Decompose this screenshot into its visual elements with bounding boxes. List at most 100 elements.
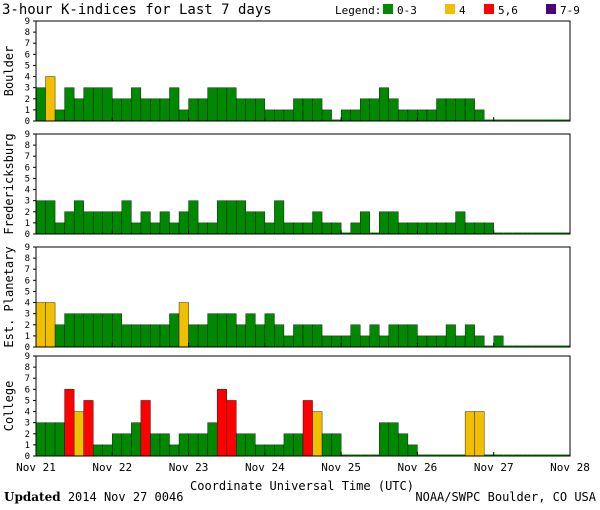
- bar: [426, 109, 437, 122]
- bar: [341, 454, 351, 456]
- bar: [188, 98, 199, 122]
- bar: [216, 87, 227, 122]
- bar: [274, 444, 285, 457]
- y-tick-label: 4: [25, 299, 30, 309]
- bar: [54, 324, 65, 348]
- y-tick-label: 0: [25, 117, 30, 127]
- bar: [73, 98, 84, 122]
- bar: [216, 200, 227, 235]
- bar: [245, 98, 256, 122]
- x-tick-label: Nov 28: [550, 461, 590, 474]
- bar: [522, 454, 532, 456]
- bar: [360, 335, 370, 348]
- bar: [350, 324, 361, 348]
- bar: [64, 87, 75, 122]
- bar: [83, 313, 94, 348]
- bar: [417, 335, 428, 348]
- bar: [312, 211, 323, 235]
- bar: [188, 200, 199, 235]
- bar: [379, 335, 390, 348]
- bar: [331, 433, 342, 457]
- y-tick-label: 7: [25, 374, 30, 384]
- bar: [398, 109, 409, 122]
- bar: [207, 313, 218, 348]
- bar: [102, 313, 113, 348]
- bar: [369, 454, 380, 456]
- bar: [226, 400, 237, 457]
- bar: [464, 98, 475, 122]
- y-tick-label: 1: [25, 219, 30, 229]
- y-tick-label: 8: [25, 254, 30, 264]
- y-tick-label: 5: [25, 174, 30, 184]
- legend-entry-0: 0-3: [397, 4, 417, 17]
- bar: [455, 98, 466, 122]
- bar: [388, 98, 399, 122]
- bar: [445, 98, 456, 122]
- bar: [407, 222, 418, 235]
- bar: [360, 211, 370, 235]
- bar: [302, 222, 313, 235]
- y-tick-label: 4: [25, 408, 30, 418]
- x-tick-label: Nov 23: [169, 461, 209, 474]
- bar: [321, 335, 332, 348]
- bar: [83, 211, 94, 235]
- bar: [445, 222, 456, 235]
- bar: [398, 222, 409, 235]
- bar: [560, 345, 570, 347]
- bar: [522, 119, 532, 121]
- bar: [64, 211, 75, 235]
- bar: [350, 454, 361, 456]
- bar: [446, 454, 456, 456]
- bar: [531, 119, 542, 121]
- bar: [93, 313, 103, 348]
- bar: [197, 324, 208, 348]
- bar: [302, 98, 313, 122]
- bar: [255, 324, 266, 348]
- bar: [426, 222, 437, 235]
- y-tick-label: 9: [25, 130, 30, 140]
- bar: [197, 98, 208, 122]
- bar: [45, 76, 56, 122]
- bar: [550, 232, 561, 234]
- y-tick-label: 6: [25, 163, 30, 173]
- bar: [512, 232, 523, 234]
- updated-line: Updated 2014 Nov 27 0046: [4, 490, 183, 504]
- bar: [293, 98, 304, 122]
- bar: [150, 98, 161, 122]
- bar: [455, 211, 466, 235]
- y-tick-label: 4: [25, 73, 30, 83]
- bar: [407, 324, 418, 348]
- x-tick-label: Nov 22: [92, 461, 132, 474]
- bar: [283, 433, 294, 457]
- bar: [121, 324, 132, 348]
- bar: [379, 87, 390, 122]
- bar: [131, 87, 142, 122]
- bar: [283, 109, 294, 122]
- bar: [73, 313, 84, 348]
- bar: [236, 433, 246, 457]
- bar: [312, 411, 323, 457]
- chart-title: 3-hour K-indices for Last 7 days: [2, 2, 272, 18]
- y-tick-label: 7: [25, 39, 30, 49]
- bar: [341, 232, 351, 234]
- bar: [360, 98, 370, 122]
- bar: [541, 454, 551, 456]
- bar: [474, 109, 485, 122]
- bar: [321, 222, 332, 235]
- bar: [131, 422, 142, 457]
- bar: [236, 200, 246, 235]
- y-tick-label: 1: [25, 106, 30, 116]
- bar: [255, 444, 266, 457]
- updated-value: 2014 Nov 27 0046: [67, 490, 184, 504]
- bar: [102, 444, 113, 457]
- legend: Legend: 0-3 4 5,6 7-9: [335, 4, 580, 17]
- bar: [169, 87, 180, 122]
- legend-entry-3: 7-9: [560, 4, 580, 17]
- bar: [83, 400, 94, 457]
- bar: [560, 454, 570, 456]
- bar: [54, 422, 65, 457]
- bar: [541, 119, 551, 121]
- legend-swatch-0: [383, 4, 393, 14]
